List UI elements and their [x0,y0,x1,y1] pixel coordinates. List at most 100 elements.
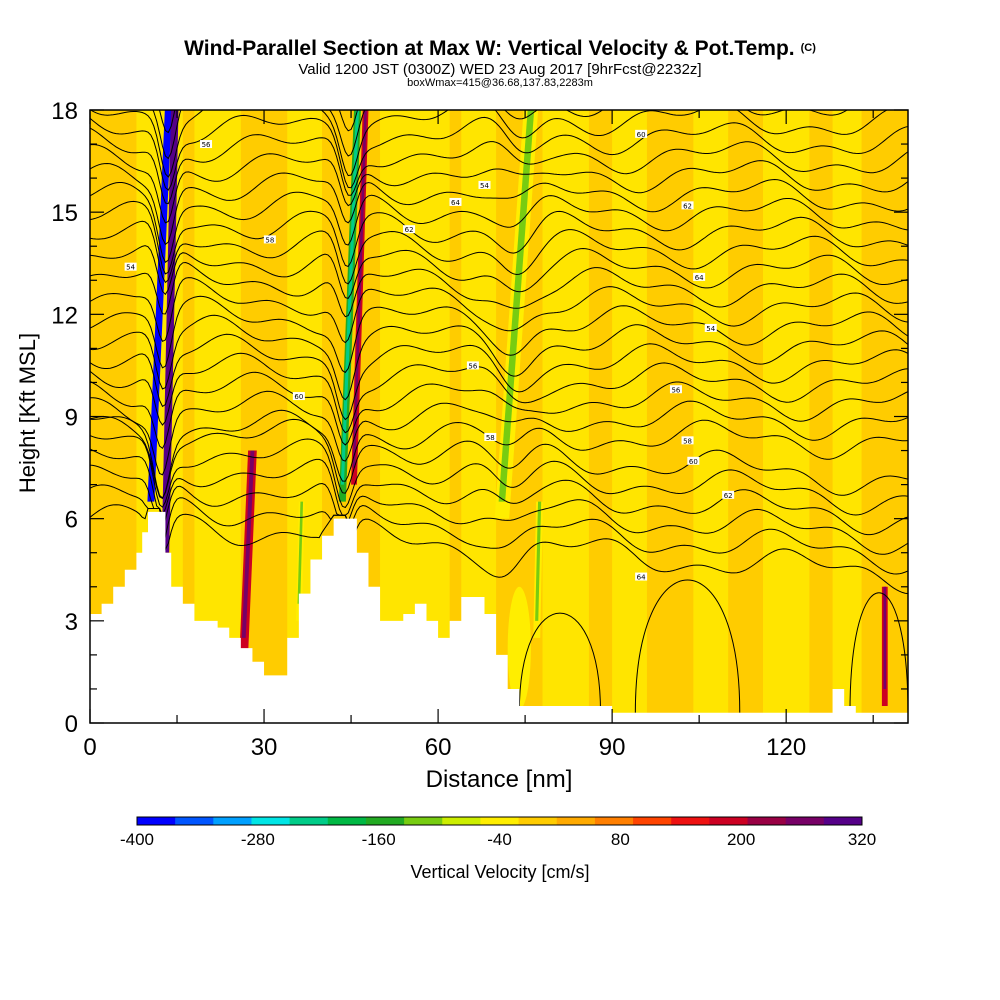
terrain-mask [90,511,908,723]
theta-contour-line [90,448,908,536]
velocity-band [693,110,729,723]
contour-label-box [635,572,648,581]
contour-label: 54 [478,180,491,190]
contour-label: 60 [292,392,305,401]
contour-label: 62 [722,490,735,500]
chart-title: Wind-Parallel Section at Max W: Vertical… [184,37,816,60]
colorbar-swatch [175,817,214,825]
contour-label-text: 62 [683,202,692,210]
theta-contour-line [90,39,908,106]
contour-label-box [124,262,137,271]
axis-ticks [89,109,908,724]
contour-label-text: 64 [637,574,646,582]
theta-closed-contour [849,592,908,713]
theta-contour-line [90,504,908,595]
colorbar-tick-label: -160 [362,830,396,849]
contour-label-text: 58 [683,437,692,445]
theta-contour-line [90,0,908,7]
velocity-streak-core [340,110,360,485]
theta-contour-line [90,110,889,178]
contour-label: 60 [635,129,648,139]
velocity-band [612,110,647,723]
theta-contour-line [90,162,908,246]
theta-contour-line [90,484,908,575]
x-tick-label: 90 [599,734,626,761]
contour-label-text: 58 [265,236,274,244]
theta-contour-line [90,435,908,516]
contour-label-text: 56 [202,141,211,149]
colorbar-swatch [823,817,863,825]
velocity-streak-core [149,110,170,485]
contour-label-box [484,432,497,441]
y-tick-label: 18 [51,98,78,125]
contour-label-box [681,436,694,445]
theta-contour-line [90,0,908,26]
contour-label-text: 62 [405,226,414,234]
colorbar-swatch [594,817,634,825]
contour-label: 54 [704,323,717,333]
colorbar: -400 -280 -160 -40 80 200 320 [120,816,876,849]
y-tick-label: 9 [65,405,78,432]
contour-label-box [693,272,706,281]
velocity-streak-core [883,586,887,689]
contour-label-box [704,323,717,332]
theta-contour-line [90,464,908,555]
colorbar-tick-label: -280 [241,830,275,849]
theta-contours [90,0,908,713]
theta-contour-line [90,295,908,374]
contour-label-box [722,490,735,499]
contour-label: 64 [693,272,706,282]
theta-contour-line [90,127,908,205]
contour-label: 58 [681,436,694,445]
theta-contour-line [90,20,908,87]
colorbar-frame [136,816,863,826]
theta-contour-line [90,143,908,224]
colorbar-swatch [518,817,558,825]
colorbar-swatch [289,817,329,825]
contour-label-text: 54 [480,182,489,190]
contour-label: 64 [449,197,462,207]
contour-label-text: 60 [689,458,698,466]
contour-label: 58 [263,235,276,244]
theta-closed-contour [634,579,741,713]
contour-label-text: 64 [695,274,704,282]
colorbar-swatch [442,817,481,825]
contour-label: 62 [681,201,694,210]
contour-label-box [681,201,694,210]
chart-box-info: boxWmax=415@36.68,137.83,2283m [407,77,593,89]
y-tick-label: 15 [51,200,78,227]
x-tick-label: 120 [766,734,806,761]
theta-contour-line [152,110,849,160]
colorbar-tick-label: -40 [487,830,512,849]
contour-label-text: 54 [706,325,715,333]
colorbar-swatch [137,817,176,825]
theta-contour-line [90,371,908,450]
contour-label-text: 60 [637,131,646,139]
contour-label-box [403,225,416,234]
contour-label-box [263,235,276,244]
colorbar-swatch [213,817,252,825]
y-tick-label: 0 [65,711,78,738]
contour-label: 64 [635,572,648,582]
colorbar-swatch [251,817,291,825]
velocity-streak-core [352,110,367,468]
x-tick-label: 0 [83,734,96,761]
contour-label-text: 64 [451,199,460,207]
contour-label-text: 56 [671,386,680,394]
contour-label-box [449,197,462,206]
colorbar-swatch [747,817,787,825]
velocity-band [507,586,531,710]
colorbar-swatch [709,817,749,825]
colorbar-swatch [327,817,367,825]
contour-label-box [687,456,700,465]
contour-label-text: 58 [486,434,495,442]
contour-label-box [478,180,491,189]
y-tick-label: 6 [65,507,78,534]
chart-subtitle: Valid 1200 JST (0300Z) WED 23 Aug 2017 [… [298,61,702,78]
plot-area: 54 56 58 60 62 64 54 56 58 60 62 64 54 56 58 60 62 64 [90,0,908,723]
contour-label: 60 [687,456,700,466]
colorbar-swatch [633,817,672,825]
colorbar-tick-label: -400 [120,830,154,849]
x-tick-label: 30 [251,734,278,761]
